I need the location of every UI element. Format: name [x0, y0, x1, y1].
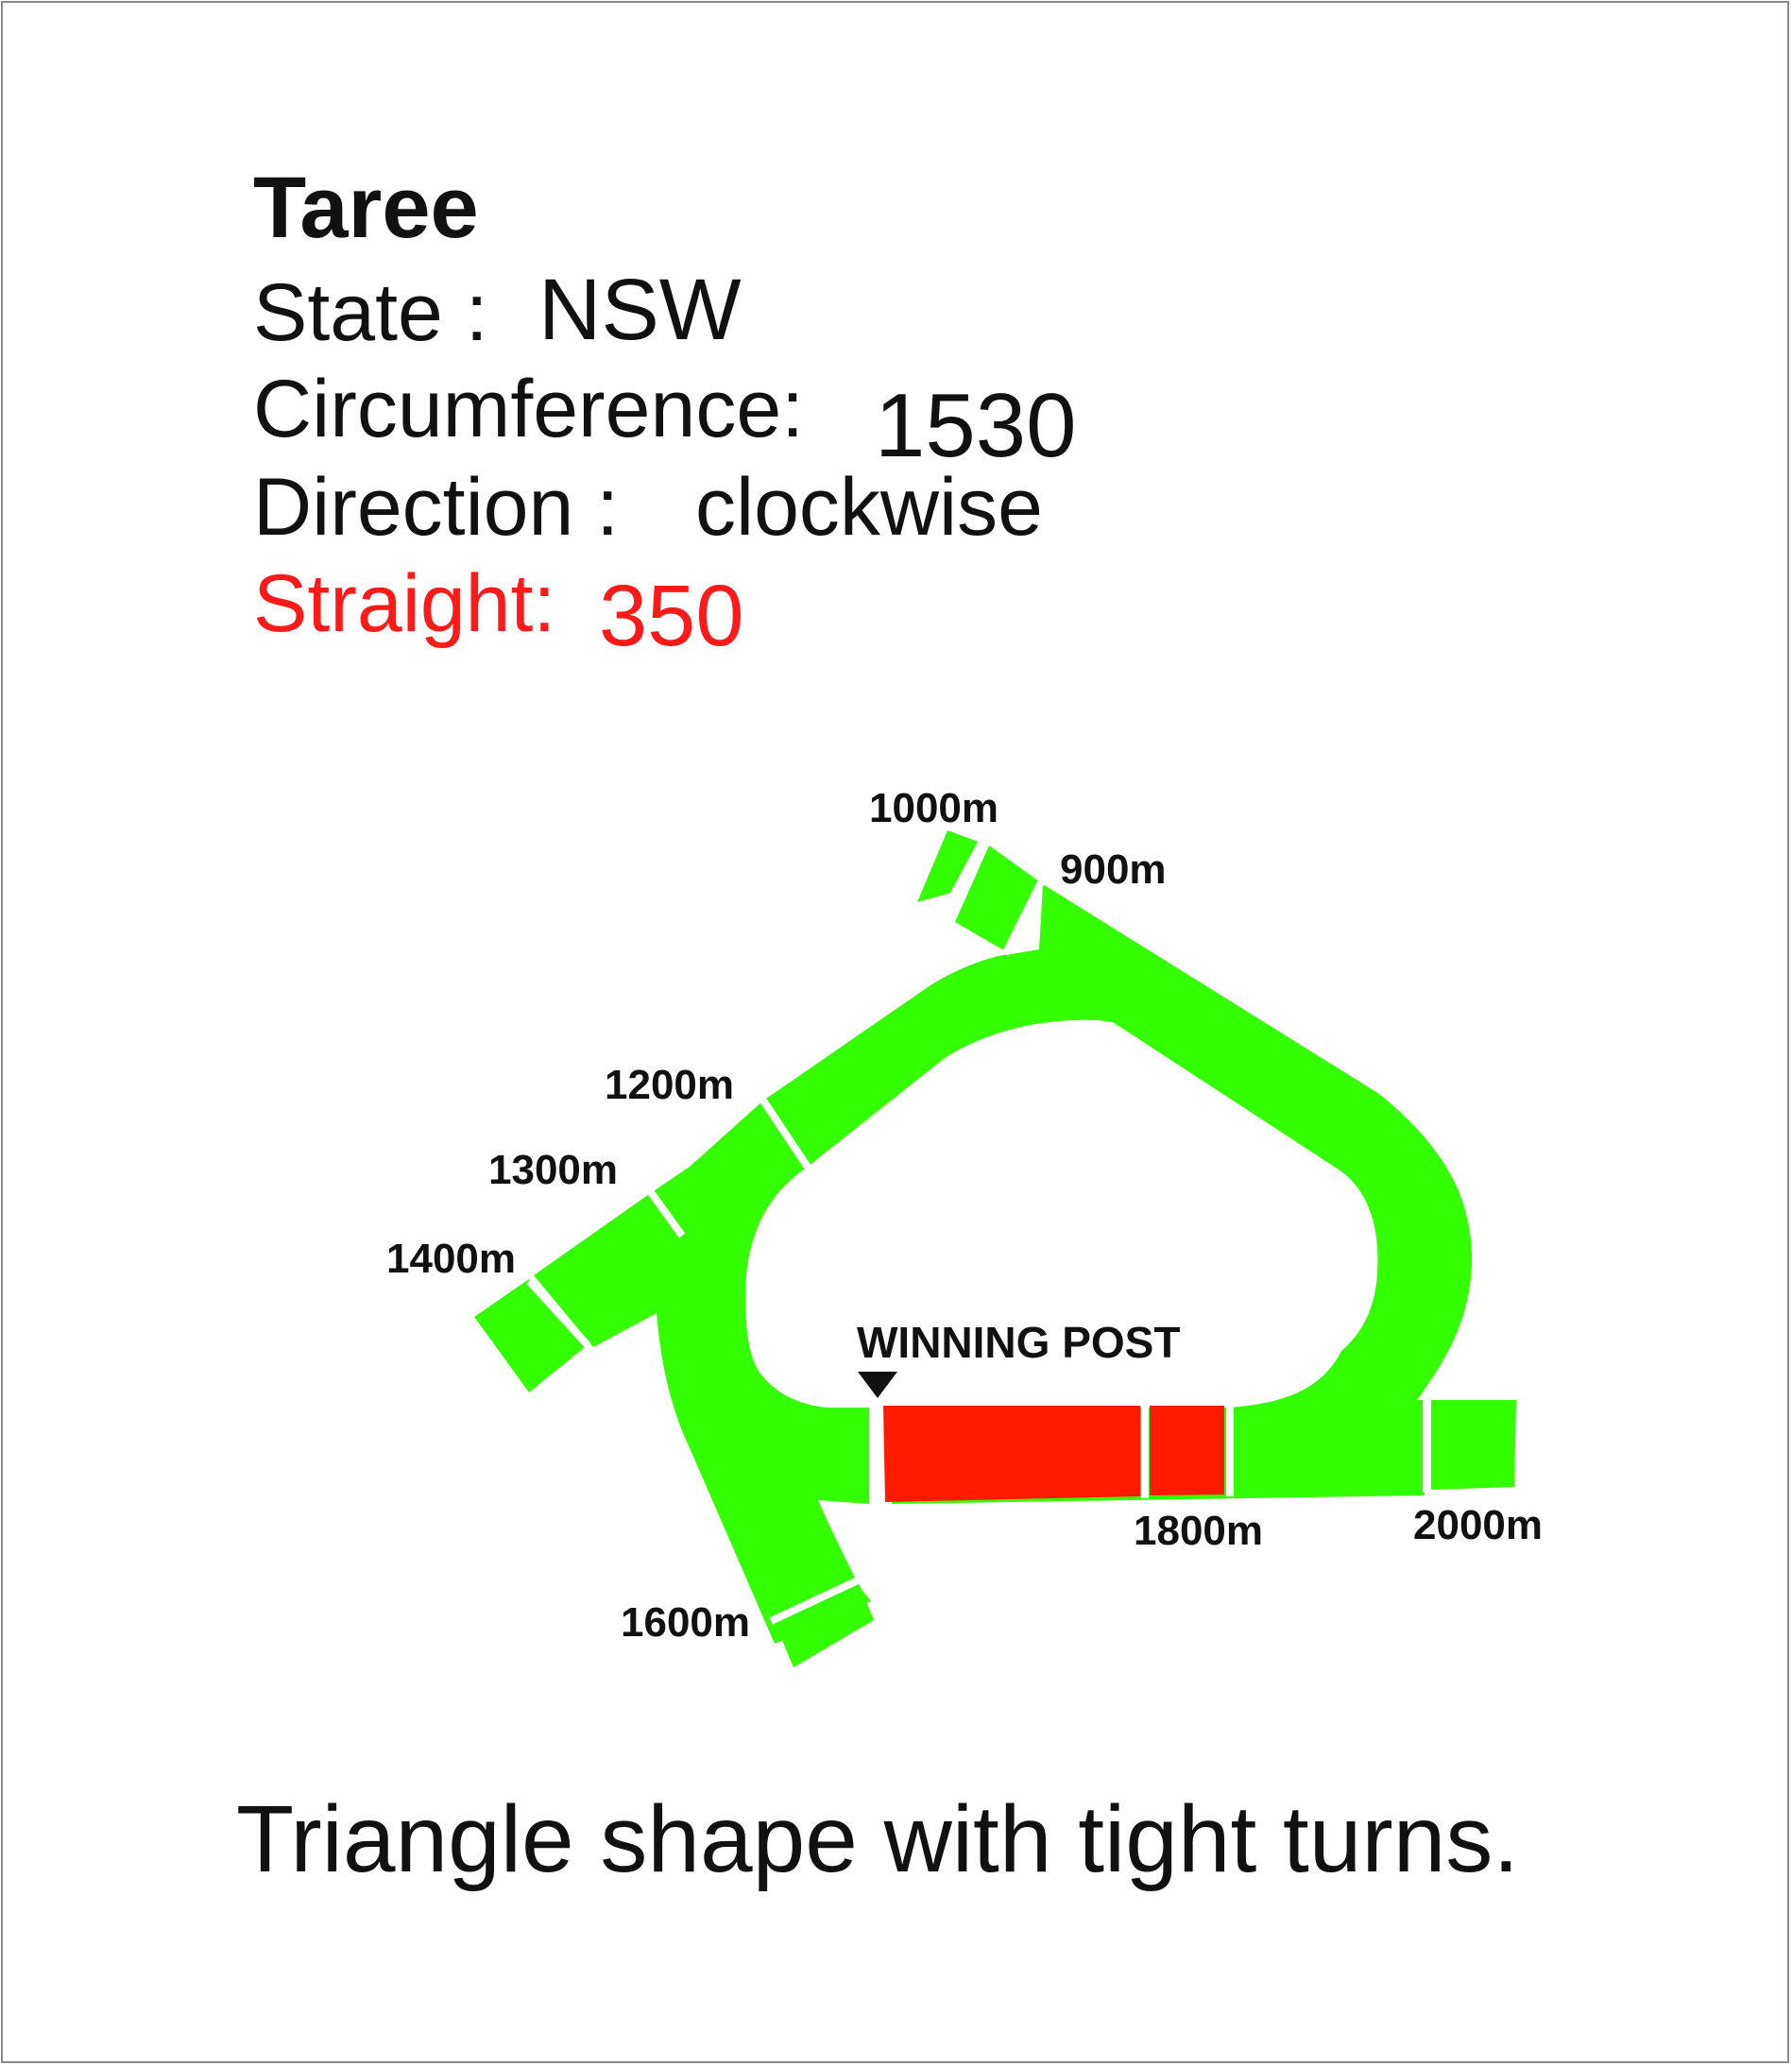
course-name: Taree [253, 160, 479, 256]
section-divider [948, 839, 986, 899]
state-value: NSW [538, 262, 742, 358]
section-divider [759, 1098, 814, 1174]
section-divider [644, 1186, 686, 1238]
marker-1200m: 1200m [605, 1062, 734, 1108]
winning-post-label: WINNING POST [857, 1318, 1180, 1367]
circumference-value: 1530 [875, 375, 1077, 476]
section-divider [526, 1278, 590, 1348]
straight-label: Straight: [253, 558, 556, 649]
spur-1000m [917, 830, 981, 902]
circumference-label: Circumference: [253, 364, 805, 454]
track-green [474, 830, 1516, 1667]
marker-1800m: 1800m [1134, 1508, 1263, 1554]
course-description: Triangle shape with tight turns. [236, 1786, 1520, 1892]
spur-2000m [1431, 1400, 1516, 1490]
markers: WINNING POST 1000m 900m 1200m 1300m 1400… [386, 785, 1543, 1646]
marker-1600m: 1600m [621, 1599, 750, 1646]
main-loop [534, 884, 1473, 1644]
direction-row: Direction : clockwise [253, 461, 1043, 555]
spur-1600m [777, 1583, 874, 1667]
straight-value: 350 [599, 568, 744, 664]
straight-section-1 [883, 1406, 1140, 1502]
track-red [883, 1406, 1224, 1502]
state-row: State : NSW [253, 262, 742, 360]
section-divider [769, 1576, 862, 1625]
state-label: State : [253, 267, 488, 358]
straight-row: Straight: 350 [253, 557, 744, 664]
marker-1400m: 1400m [386, 1236, 516, 1282]
marker-1000m: 1000m [869, 785, 998, 831]
direction-value: clockwise [695, 462, 1043, 553]
straight-section-2 [1150, 1406, 1224, 1495]
winning-post-arrow-icon [858, 1372, 897, 1398]
marker-1300m: 1300m [488, 1147, 618, 1193]
spur-1400m [474, 1279, 589, 1392]
circumference-row: Circumference: 1530 [253, 363, 1077, 476]
marker-2000m: 2000m [1413, 1502, 1543, 1548]
direction-label: Direction : [253, 462, 620, 553]
section-divider [1001, 880, 1045, 956]
marker-900m: 900m [1060, 846, 1167, 893]
